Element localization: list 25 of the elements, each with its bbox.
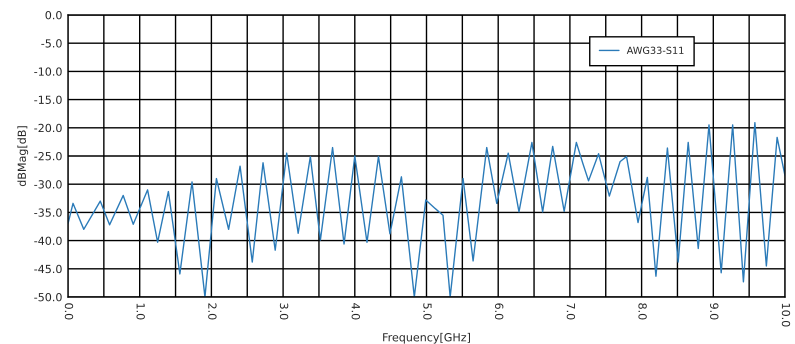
y-tick-label: -35.0	[34, 208, 62, 217]
x-tick-label: 4.0	[352, 303, 360, 320]
y-axis-title: dBMag[dB]	[17, 126, 28, 186]
x-tick-label: 6.0	[494, 303, 504, 320]
x-tick-label: 2.0	[208, 303, 217, 320]
legend-label: AWG33-S11	[626, 46, 684, 54]
x-tick-label: 3.0	[280, 303, 288, 320]
y-tick-label: -10.0	[34, 67, 62, 76]
x-tick-label: 8.0	[638, 303, 647, 320]
y-tick-label: -40.0	[34, 236, 62, 245]
x-tick-label: 0.0	[64, 303, 74, 320]
x-tick-label: 5.0	[423, 303, 432, 320]
y-tick-label: -50.0	[34, 292, 62, 302]
y-tick-label: -20.0	[34, 124, 62, 132]
x-tick-label: 1.0	[136, 304, 145, 320]
y-tick-label: 0.0	[46, 10, 62, 20]
x-axis-title: Frequency[GHz]	[383, 332, 470, 344]
y-tick-label: -45.0	[34, 264, 62, 274]
y-tick-label: -5.0	[41, 39, 62, 48]
x-tick-label: 10.0	[782, 304, 790, 327]
y-tick-label: -30.0	[34, 180, 62, 189]
y-tick-label: -25.0	[34, 152, 62, 160]
x-tick-label: 7.0	[566, 303, 576, 320]
y-tick-label: -15.0	[34, 96, 62, 104]
x-tick-label: 9.0	[710, 303, 718, 320]
